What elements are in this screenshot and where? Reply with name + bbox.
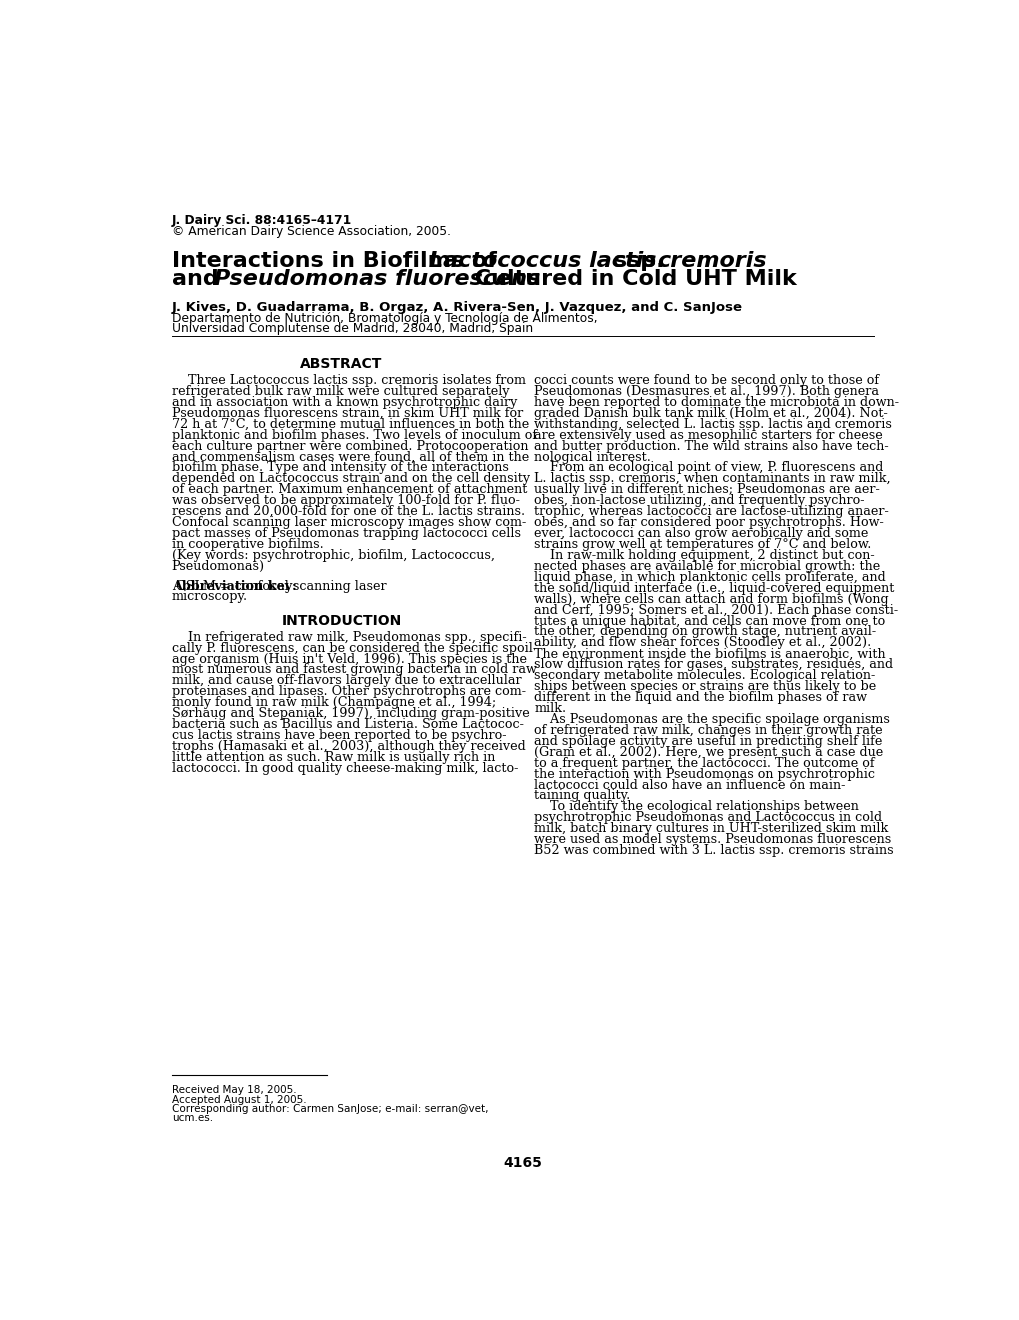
Text: are extensively used as mesophilic starters for cheese: are extensively used as mesophilic start…	[534, 429, 882, 442]
Text: cally P. fluorescens, can be considered the specific spoil-: cally P. fluorescens, can be considered …	[171, 642, 536, 655]
Text: Corresponding author: Carmen SanJose; e-mail: serran@vet,: Corresponding author: Carmen SanJose; e-…	[171, 1104, 488, 1114]
Text: obes, non-lactose utilizing, and frequently psychro-: obes, non-lactose utilizing, and frequen…	[534, 494, 864, 507]
Text: ABSTRACT: ABSTRACT	[300, 358, 382, 371]
Text: was observed to be approximately 100-fold for P. fluo-: was observed to be approximately 100-fol…	[171, 494, 519, 507]
Text: Three Lactococcus lactis ssp. cremoris isolates from: Three Lactococcus lactis ssp. cremoris i…	[171, 374, 525, 387]
Text: Pseudomonas (Desmasures et al., 1997). Both genera: Pseudomonas (Desmasures et al., 1997). B…	[534, 385, 878, 397]
Text: graded Danish bulk tank milk (Holm et al., 2004). Not-: graded Danish bulk tank milk (Holm et al…	[534, 407, 888, 420]
Text: in cooperative biofilms.: in cooperative biofilms.	[171, 539, 323, 550]
Text: Confocal scanning laser microscopy images show com-: Confocal scanning laser microscopy image…	[171, 516, 526, 529]
Text: withstanding, selected L. lactis ssp. lactis and cremoris: withstanding, selected L. lactis ssp. la…	[534, 417, 892, 430]
Text: bacteria such as Bacillus and Listeria. Some Lactococ-: bacteria such as Bacillus and Listeria. …	[171, 718, 523, 731]
Text: L. lactis ssp. cremoris, when contaminants in raw milk,: L. lactis ssp. cremoris, when contaminan…	[534, 473, 891, 486]
Text: most numerous and fastest growing bacteria in cold raw: most numerous and fastest growing bacter…	[171, 664, 536, 676]
Text: B52 was combined with 3 L. lactis ssp. cremoris strains: B52 was combined with 3 L. lactis ssp. c…	[534, 845, 893, 857]
Text: lactococci. In good quality cheese-making milk, lacto-: lactococci. In good quality cheese-makin…	[171, 762, 518, 775]
Text: and commensalism cases were found, all of them in the: and commensalism cases were found, all o…	[171, 450, 529, 463]
Text: (Key words: psychrotrophic, biofilm, Lactococcus,: (Key words: psychrotrophic, biofilm, Lac…	[171, 549, 494, 562]
Text: and: and	[171, 269, 226, 289]
Text: secondary metabolite molecules. Ecological relation-: secondary metabolite molecules. Ecologic…	[534, 669, 874, 682]
Text: and Cerf, 1995; Somers et al., 2001). Each phase consti-: and Cerf, 1995; Somers et al., 2001). Ea…	[534, 603, 898, 616]
Text: of refrigerated raw milk, changes in their growth rate: of refrigerated raw milk, changes in the…	[534, 723, 882, 737]
Text: microscopy.: microscopy.	[171, 590, 248, 603]
Text: and in association with a known psychrotrophic dairy: and in association with a known psychrot…	[171, 396, 517, 409]
Text: Cultured in Cold UHT Milk: Cultured in Cold UHT Milk	[467, 269, 796, 289]
Text: of each partner. Maximum enhancement of attachment: of each partner. Maximum enhancement of …	[171, 483, 527, 496]
Text: trophs (Hamasaki et al., 2003), although they received: trophs (Hamasaki et al., 2003), although…	[171, 741, 525, 752]
Text: cremoris: cremoris	[656, 251, 766, 271]
Text: 4165: 4165	[502, 1155, 542, 1170]
Text: biofilm phase. Type and intensity of the interactions: biofilm phase. Type and intensity of the…	[171, 462, 508, 474]
Text: depended on Lactococcus strain and on the cell density: depended on Lactococcus strain and on th…	[171, 473, 529, 486]
Text: In refrigerated raw milk, Pseudomonas spp., specifi-: In refrigerated raw milk, Pseudomonas sp…	[171, 631, 526, 644]
Text: J. Kives, D. Guadarrama, B. Orgaz, A. Rivera-Sen, J. Vazquez, and C. SanJose: J. Kives, D. Guadarrama, B. Orgaz, A. Ri…	[171, 301, 742, 314]
Text: walls), where cells can attach and form biofilms (Wong: walls), where cells can attach and form …	[534, 593, 889, 606]
Text: nological interest.: nological interest.	[534, 450, 650, 463]
Text: and butter production. The wild strains also have tech-: and butter production. The wild strains …	[534, 440, 889, 453]
Text: In raw-milk holding equipment, 2 distinct but con-: In raw-milk holding equipment, 2 distinc…	[534, 549, 874, 562]
Text: pact masses of Pseudomonas trapping lactococci cells: pact masses of Pseudomonas trapping lact…	[171, 527, 520, 540]
Text: lactococci could also have an influence on main-: lactococci could also have an influence …	[534, 779, 845, 792]
Text: little attention as such. Raw milk is usually rich in: little attention as such. Raw milk is us…	[171, 751, 494, 764]
Text: CSLM = confocal scanning laser: CSLM = confocal scanning laser	[172, 579, 386, 593]
Text: ucm.es.: ucm.es.	[171, 1113, 213, 1123]
Text: cus lactis strains have been reported to be psychro-: cus lactis strains have been reported to…	[171, 729, 505, 742]
Text: Interactions in Biofilms of: Interactions in Biofilms of	[171, 251, 503, 271]
Text: each culture partner were combined. Protocooperation: each culture partner were combined. Prot…	[171, 440, 528, 453]
Text: milk, batch binary cultures in UHT-sterilized skim milk: milk, batch binary cultures in UHT-steri…	[534, 822, 888, 836]
Text: liquid phase, in which planktonic cells proliferate, and: liquid phase, in which planktonic cells …	[534, 570, 886, 583]
Text: From an ecological point of view, P. fluorescens and: From an ecological point of view, P. flu…	[534, 462, 882, 474]
Text: Pseudomonas): Pseudomonas)	[171, 560, 265, 573]
Text: tutes a unique habitat, and cells can move from one to: tutes a unique habitat, and cells can mo…	[534, 615, 884, 627]
Text: nected phases are available for microbial growth: the: nected phases are available for microbia…	[534, 560, 879, 573]
Text: milk, and cause off-flavors largely due to extracellular: milk, and cause off-flavors largely due …	[171, 675, 521, 688]
Text: different in the liquid and the biofilm phases of raw: different in the liquid and the biofilm …	[534, 692, 866, 704]
Text: psychrotrophic Pseudomonas and Lactococcus in cold: psychrotrophic Pseudomonas and Lactococc…	[534, 812, 881, 825]
Text: and spoilage activity are useful in predicting shelf life: and spoilage activity are useful in pred…	[534, 735, 881, 748]
Text: the solid/liquid interface (i.e., liquid-covered equipment: the solid/liquid interface (i.e., liquid…	[534, 582, 894, 595]
Text: cocci counts were found to be second only to those of: cocci counts were found to be second onl…	[534, 374, 878, 387]
Text: planktonic and biofilm phases. Two levels of inoculum of: planktonic and biofilm phases. Two level…	[171, 429, 536, 442]
Text: proteinases and lipases. Other psychrotrophs are com-: proteinases and lipases. Other psychrotr…	[171, 685, 525, 698]
Text: 72 h at 7°C, to determine mutual influences in both the: 72 h at 7°C, to determine mutual influen…	[171, 417, 529, 430]
Text: ssp.: ssp.	[605, 251, 672, 271]
Text: the other, depending on growth stage, nutrient avail-: the other, depending on growth stage, nu…	[534, 626, 875, 639]
Text: INTRODUCTION: INTRODUCTION	[281, 614, 401, 628]
Text: taining quality.: taining quality.	[534, 789, 630, 803]
Text: milk.: milk.	[534, 702, 566, 715]
Text: were used as model systems. Pseudomonas fluorescens: were used as model systems. Pseudomonas …	[534, 833, 891, 846]
Text: trophic, whereas lactococci are lactose-utilizing anaer-: trophic, whereas lactococci are lactose-…	[534, 506, 889, 519]
Text: Pseudomonas fluorescens strain, in skim UHT milk for: Pseudomonas fluorescens strain, in skim …	[171, 407, 523, 420]
Text: Sørhaug and Stepaniak, 1997), including gram-positive: Sørhaug and Stepaniak, 1997), including …	[171, 708, 529, 721]
Text: Departamento de Nutrición, Bromatología y Tecnología de Alimentos,: Departamento de Nutrición, Bromatología …	[171, 313, 597, 326]
Text: The environment inside the biofilms is anaerobic, with: The environment inside the biofilms is a…	[534, 647, 886, 660]
Text: Accepted August 1, 2005.: Accepted August 1, 2005.	[171, 1094, 306, 1105]
Text: have been reported to dominate the microbiota in down-: have been reported to dominate the micro…	[534, 396, 899, 409]
Text: to a frequent partner, the lactococci. The outcome of: to a frequent partner, the lactococci. T…	[534, 756, 874, 770]
Text: refrigerated bulk raw milk were cultured separately: refrigerated bulk raw milk were cultured…	[171, 385, 508, 397]
Text: To identify the ecological relationships between: To identify the ecological relationships…	[534, 800, 858, 813]
Text: J. Dairy Sci. 88:4165–4171: J. Dairy Sci. 88:4165–4171	[171, 214, 352, 227]
Text: slow diffusion rates for gases, substrates, residues, and: slow diffusion rates for gases, substrat…	[534, 659, 893, 672]
Text: strains grow well at temperatures of 7°C and below.: strains grow well at temperatures of 7°C…	[534, 539, 871, 550]
Text: obes, and so far considered poor psychrotrophs. How-: obes, and so far considered poor psychro…	[534, 516, 883, 529]
Text: age organism (Huis in't Veld, 1996). This species is the: age organism (Huis in't Veld, 1996). Thi…	[171, 652, 526, 665]
Text: Pseudomonas fluorescens: Pseudomonas fluorescens	[214, 269, 540, 289]
Text: usually live in different niches; Pseudomonas are aer-: usually live in different niches; Pseudo…	[534, 483, 879, 496]
Text: ships between species or strains are thus likely to be: ships between species or strains are thu…	[534, 680, 875, 693]
Text: © American Dairy Science Association, 2005.: © American Dairy Science Association, 20…	[171, 224, 450, 238]
Text: monly found in raw milk (Champagne et al., 1994;: monly found in raw milk (Champagne et al…	[171, 696, 495, 709]
Text: the interaction with Pseudomonas on psychrotrophic: the interaction with Pseudomonas on psyc…	[534, 768, 874, 780]
Text: Received May 18, 2005.: Received May 18, 2005.	[171, 1085, 296, 1096]
Text: ever, lactococci can also grow aerobically and some: ever, lactococci can also grow aerobical…	[534, 527, 868, 540]
Text: Lactococcus lactis: Lactococcus lactis	[429, 251, 656, 271]
Text: Universidad Complutense de Madrid, 28040, Madrid, Spain: Universidad Complutense de Madrid, 28040…	[171, 322, 532, 335]
Text: rescens and 20,000-fold for one of the L. lactis strains.: rescens and 20,000-fold for one of the L…	[171, 506, 525, 519]
Text: ability, and flow shear forces (Stoodley et al., 2002).: ability, and flow shear forces (Stoodley…	[534, 636, 871, 649]
Text: Abbreviation key:: Abbreviation key:	[171, 579, 297, 593]
Text: As Pseudomonas are the specific spoilage organisms: As Pseudomonas are the specific spoilage…	[534, 713, 890, 726]
Text: (Gram et al., 2002). Here, we present such a case due: (Gram et al., 2002). Here, we present su…	[534, 746, 882, 759]
